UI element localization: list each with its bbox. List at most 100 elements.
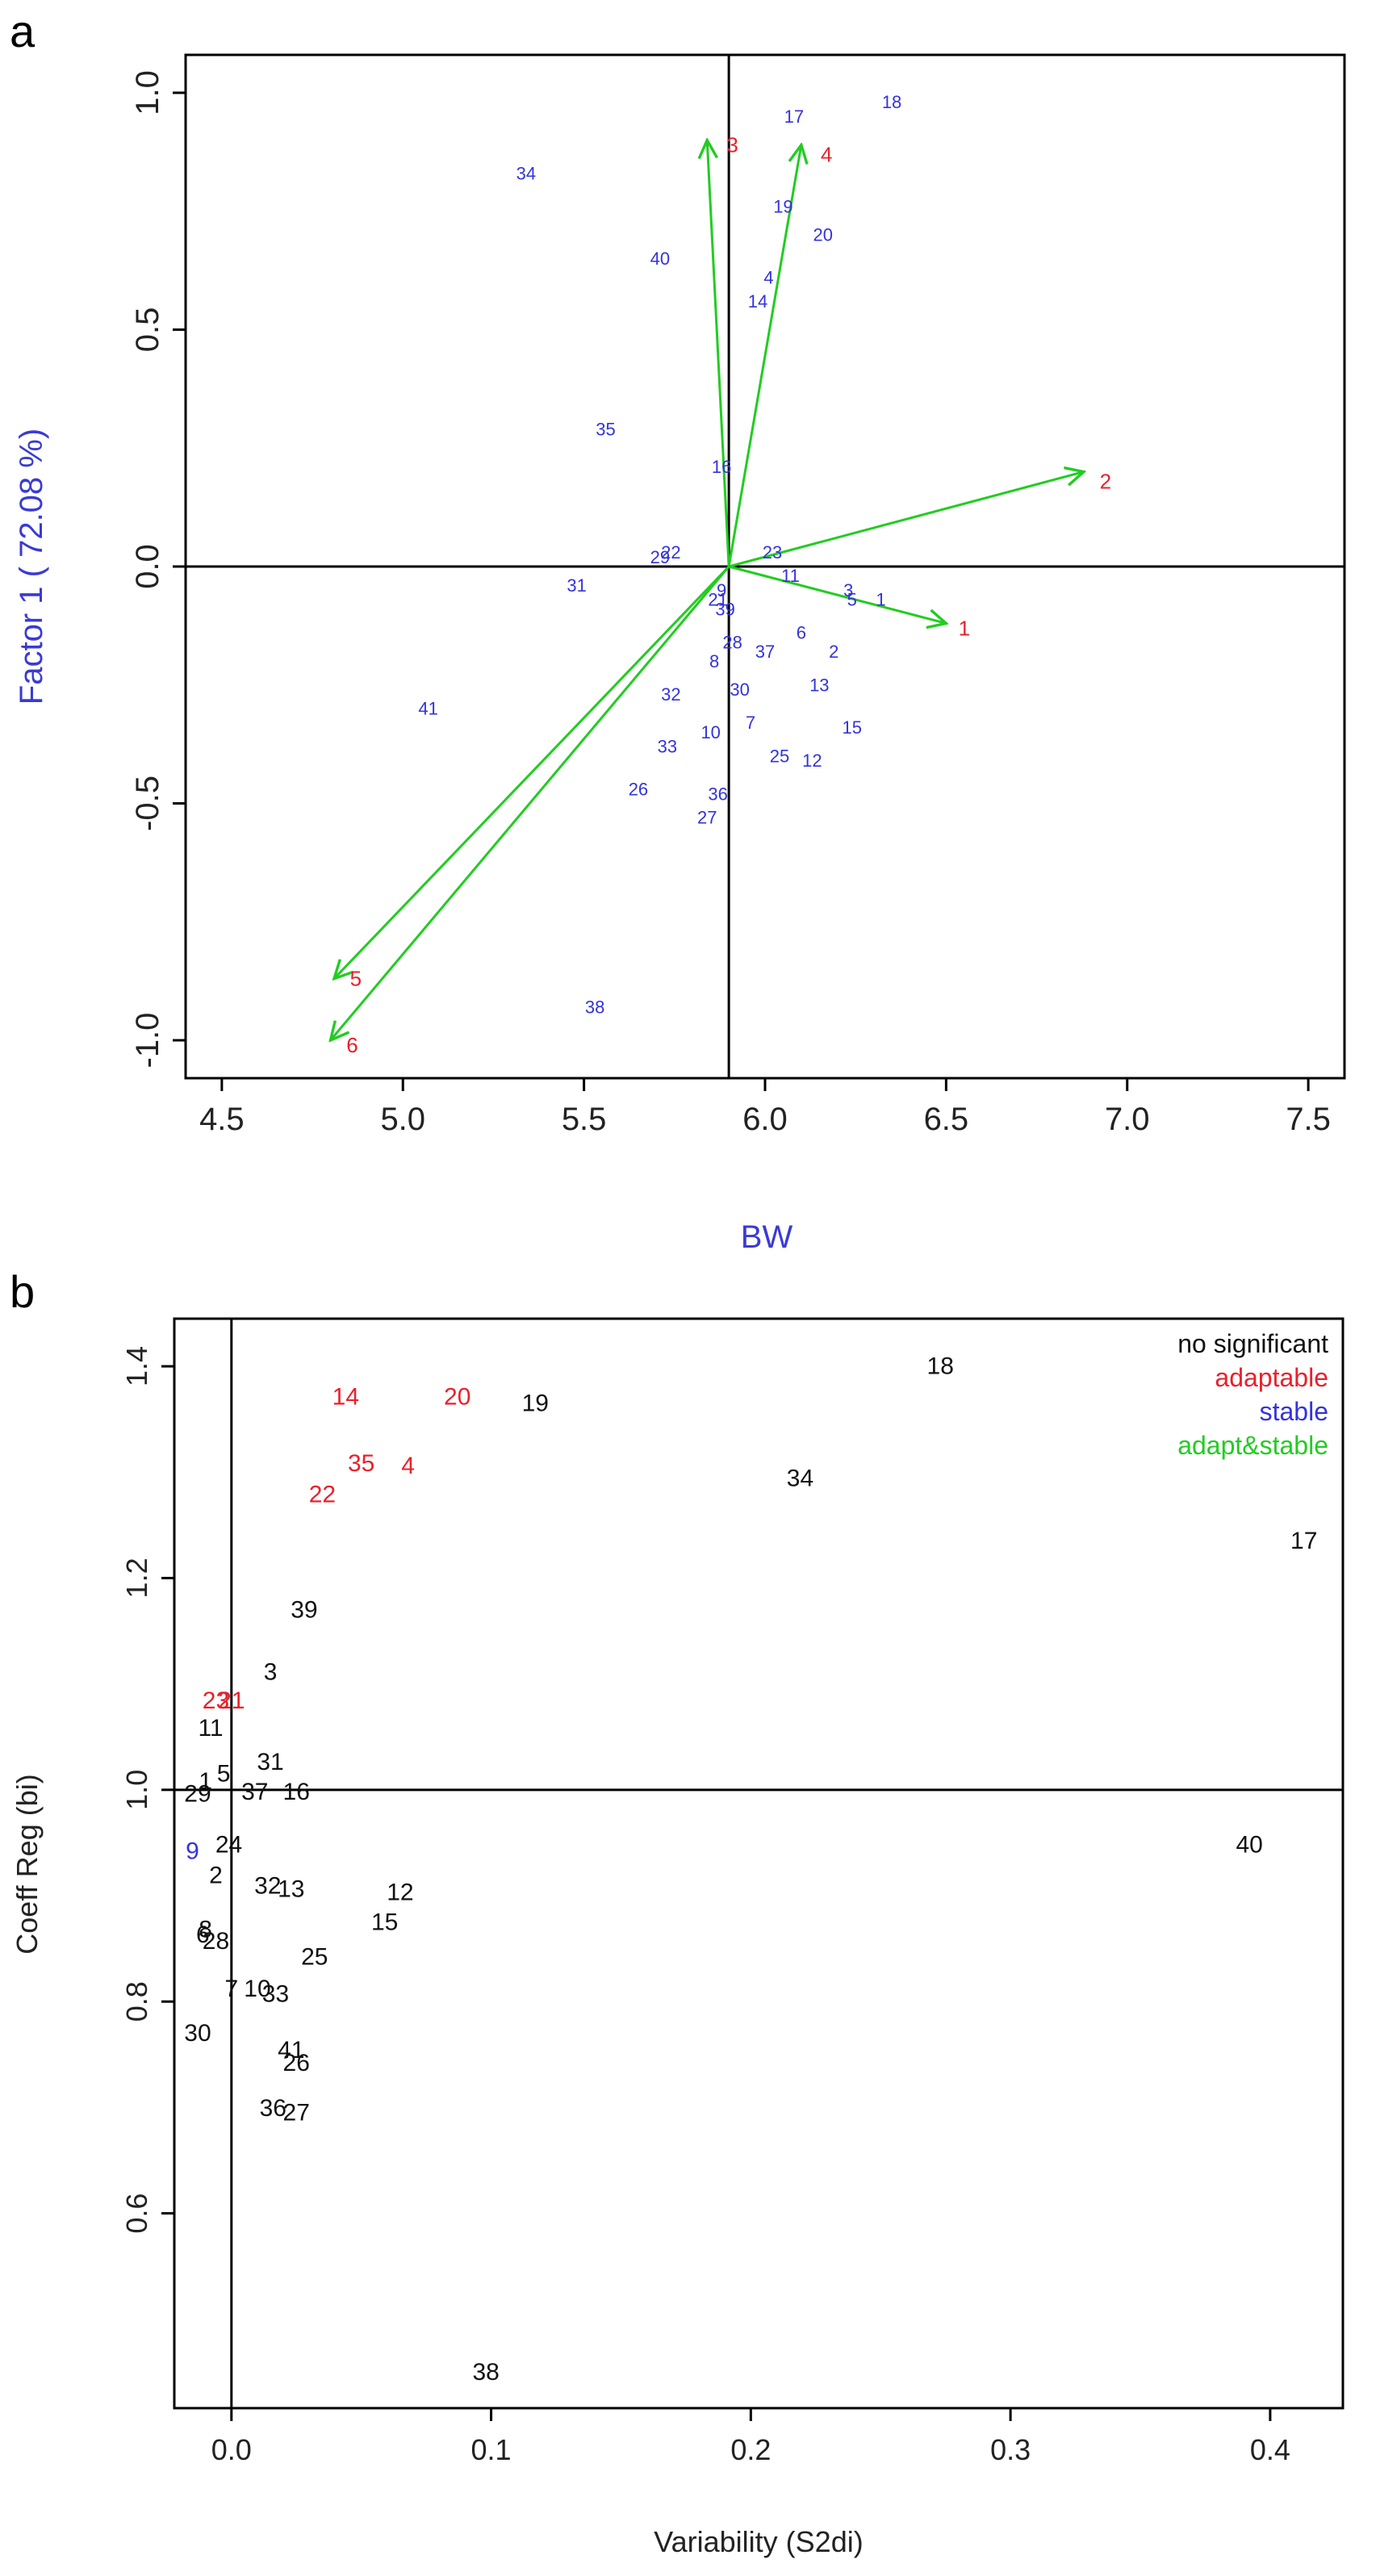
genotype-point-label: 6 (196, 1922, 210, 1948)
x-tick-label: 0.1 (471, 2433, 512, 2466)
genotype-point-label: 16 (712, 457, 731, 477)
genotype-point-label: 17 (784, 107, 804, 127)
genotype-point-label: 22 (661, 542, 680, 562)
genotype-point-label: 15 (371, 1909, 398, 1935)
trait-vector-arrow (728, 472, 1084, 568)
y-axis-title-a: Factor 1 ( 72.08 %) (14, 429, 49, 705)
trait-vector-label: 1 (959, 616, 970, 640)
genotype-point-label: 5 (847, 590, 857, 610)
genotype-point-label: 39 (291, 1596, 317, 1623)
genotype-point-label: 8 (199, 1916, 212, 1942)
x-axis-title-a: BW (741, 1219, 793, 1255)
genotype-point-label: 15 (842, 717, 861, 738)
genotype-point-label: 37 (755, 642, 775, 662)
trait-vector-arrow (728, 565, 946, 623)
trait-vector-label: 3 (726, 133, 738, 157)
genotype-point-label: 3 (264, 1659, 278, 1686)
y-tick-label: -0.5 (130, 776, 165, 831)
genotype-point-label: 33 (262, 1981, 289, 2008)
genotype-point-label: 16 (283, 1779, 310, 1805)
genotype-point-label: 9 (186, 1838, 199, 1864)
trait-vector-arrow (334, 565, 730, 979)
genotype-point-label: 20 (444, 1384, 470, 1411)
genotype-point-label: 18 (927, 1353, 954, 1380)
genotype-point-label: 37 (241, 1779, 268, 1805)
axes-b: 0.0 0.1 0.2 0.3 0.4 0.6 0.8 1.0 1.2 1.4 (120, 1346, 1290, 2466)
y-tick-label: -1.0 (130, 1013, 165, 1068)
plot-frame-b (173, 1317, 1344, 2410)
genotype-point-label: 13 (278, 1876, 304, 1903)
legend-entry: adaptable (1215, 1363, 1328, 1392)
genotype-point-label: 10 (244, 1976, 270, 2002)
genotype-point-label: 2 (209, 1863, 223, 1889)
genotype-point-label: 25 (301, 1944, 328, 1971)
genotype-point-label: 31 (257, 1749, 283, 1775)
genotype-point-label: 20 (813, 225, 833, 245)
trait-vector-label: 2 (1100, 469, 1111, 493)
x-axis-title-b: Variability (S2di) (654, 2525, 863, 2558)
genotype-point-label: 24 (215, 1832, 242, 1859)
x-tick-label: 4.5 (199, 1102, 245, 1137)
genotype-point-label: 36 (260, 2095, 286, 2122)
genotype-point-label: 7 (224, 1976, 238, 2002)
legend-entry: stable (1260, 1397, 1328, 1426)
genotype-point-label: 5 (217, 1761, 231, 1788)
x-tick-label: 0.4 (1250, 2433, 1290, 2466)
x-tick-label: 7.0 (1105, 1102, 1150, 1137)
genotype-point-label: 23 (203, 1687, 229, 1714)
genotype-point-label: 39 (715, 599, 734, 619)
genotype-point-label: 30 (184, 2020, 211, 2047)
genotype-point-label: 23 (763, 542, 782, 562)
x-tick-label: 0.2 (730, 2433, 771, 2466)
x-tick-label: 7.5 (1286, 1102, 1331, 1137)
genotype-point-label: 41 (418, 699, 437, 719)
genotype-point-label: 34 (787, 1466, 813, 1492)
trait-vector-label: 4 (821, 142, 832, 166)
genotype-point-label: 27 (283, 2099, 310, 2126)
genotype-point-label: 4 (763, 267, 773, 287)
genotype-point-label: 27 (697, 808, 717, 828)
genotype-point-label: 14 (332, 1384, 359, 1411)
y-tick-label: 0.8 (120, 1981, 153, 2022)
y-tick-label: 0.6 (120, 2193, 153, 2234)
genotype-point-label: 25 (770, 746, 789, 766)
axes-a: 4.5 5.0 5.5 6.0 6.5 7.0 7.5 -1.0 -0.5 0.0 0.5 1.0 (130, 70, 1331, 1137)
genotype-point-label: 32 (661, 684, 680, 705)
genotype-point-label: 6 (797, 623, 806, 643)
genotype-point-label: 30 (730, 680, 749, 700)
trait-vector-arrow (331, 566, 730, 1040)
x-tick-label: 5.0 (380, 1102, 425, 1137)
genotype-point-label: 32 (254, 1873, 281, 1900)
genotype-point-label: 8 (709, 651, 719, 671)
genotype-point-label: 35 (348, 1450, 374, 1477)
genotype-point-label: 10 (700, 722, 720, 742)
genotype-point-label: 1 (199, 1768, 212, 1795)
genotype-point-label: 36 (708, 784, 727, 804)
x-tick-label: 0.3 (990, 2433, 1031, 2466)
x-tick-label: 0.0 (211, 2433, 252, 2466)
genotype-point-label: 3 (843, 580, 853, 600)
genotype-point-label: 38 (472, 2359, 499, 2386)
panel-label-b: b (10, 1266, 35, 1317)
genotype-point-label: 7 (746, 713, 755, 733)
trait-vector-arrow (707, 140, 730, 567)
genotype-point-label: 29 (184, 1781, 211, 1808)
genotype-point-label: 31 (567, 575, 586, 596)
genotype-point-label: 41 (278, 2037, 304, 2064)
trait-vector-label: 6 (346, 1033, 358, 1057)
genotype-point-label: 13 (809, 675, 829, 695)
x-tick-label: 6.5 (924, 1102, 969, 1137)
legend-entry: no significant (1177, 1329, 1328, 1358)
y-tick-label: 1.2 (120, 1558, 153, 1598)
y-tick-label: 1.0 (130, 70, 165, 115)
genotype-point-label: 40 (1236, 1832, 1262, 1859)
genotype-point-label: 26 (629, 779, 648, 799)
genotype-point-label: 14 (748, 291, 767, 312)
x-tick-label: 5.5 (562, 1102, 607, 1137)
genotype-point-label: 18 (882, 92, 901, 112)
panel-label-a: a (10, 6, 36, 56)
genotype-point-label: 26 (283, 2050, 310, 2076)
